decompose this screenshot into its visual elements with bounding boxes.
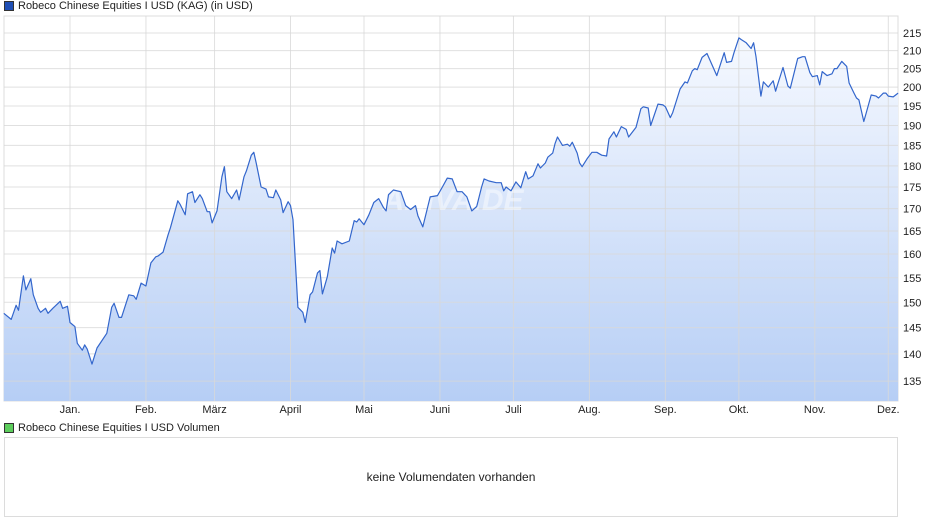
x-tick-label: Mai <box>355 404 373 416</box>
x-tick-label: Jan. <box>60 404 81 416</box>
volume-panel: keine Volumendaten vorhanden <box>4 437 898 517</box>
y-tick-label: 170 <box>903 204 921 216</box>
y-tick-label: 135 <box>903 376 921 388</box>
y-tick-label: 165 <box>903 226 921 238</box>
y-tick-label: 140 <box>903 349 921 361</box>
y-tick-label: 180 <box>903 161 921 173</box>
x-tick-label: Nov. <box>804 404 826 416</box>
x-tick-label: Juni <box>430 404 450 416</box>
price-legend-label: Robeco Chinese Equities I USD (KAG) (in … <box>18 0 253 12</box>
x-tick-label: Aug. <box>578 404 601 416</box>
y-tick-label: 185 <box>903 140 921 152</box>
y-tick-label: 190 <box>903 120 921 132</box>
y-tick-label: 175 <box>903 182 921 194</box>
x-tick-label: Juli <box>505 404 522 416</box>
watermark-logo: ARIVA.DE <box>381 184 524 217</box>
volume-legend-label: Robeco Chinese Equities I USD Volumen <box>18 422 220 434</box>
no-volume-message: keine Volumendaten vorhanden <box>366 470 536 484</box>
x-tick-label: Okt. <box>729 404 749 416</box>
price-chart: 135 140 145 150 155 160 165 170 175 180 185 190 195 2… <box>3 15 921 416</box>
x-tick-label: März <box>202 404 226 416</box>
y-tick-label: 155 <box>903 273 921 285</box>
y-tick-label: 205 <box>903 64 921 76</box>
x-tick-label: Feb. <box>135 404 157 416</box>
price-legend: Robeco Chinese Equities I USD (KAG) (in … <box>4 0 253 12</box>
x-tick-label: Dez. <box>877 404 900 416</box>
y-tick-label: 215 <box>903 28 921 40</box>
volume-legend: Robeco Chinese Equities I USD Volumen <box>4 422 220 434</box>
y-tick-label: 195 <box>903 101 921 113</box>
price-legend-swatch <box>4 1 14 11</box>
y-tick-label: 210 <box>903 46 921 58</box>
price-line <box>3 37 899 365</box>
y-tick-label: 200 <box>903 82 921 94</box>
y-tick-label: 145 <box>903 323 921 335</box>
y-tick-label: 150 <box>903 297 921 309</box>
volume-legend-swatch <box>4 423 14 433</box>
y-tick-label: 160 <box>903 249 921 261</box>
x-tick-label: April <box>279 404 301 416</box>
x-tick-label: Sep. <box>654 404 677 416</box>
area-fill <box>3 37 899 402</box>
